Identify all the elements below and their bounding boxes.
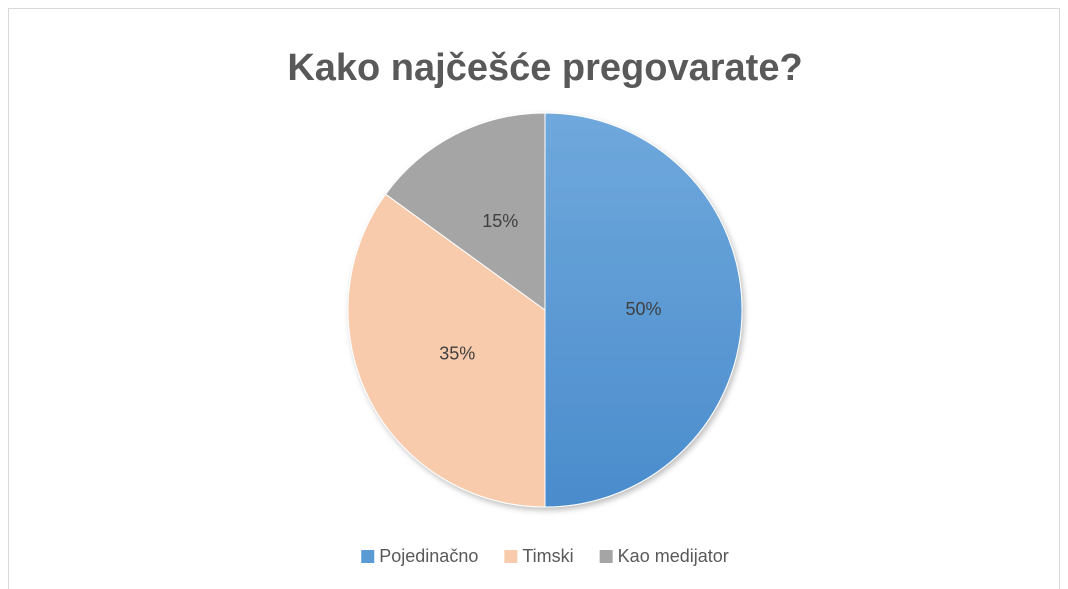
data-label: 35% (439, 343, 475, 363)
legend-label: Pojedinačno (379, 546, 478, 566)
legend-label: Timski (522, 546, 573, 566)
legend: Pojedinačno Timski Kao medijator (361, 546, 729, 566)
data-label: 15% (482, 211, 518, 231)
pie-slice (384, 112, 546, 311)
pie-slice (544, 112, 743, 508)
chart-title: Kako najčešće pregovarate? (287, 47, 802, 89)
legend-swatch (361, 550, 375, 563)
legend-swatch (504, 550, 518, 563)
legend-label: Kao medijator (618, 546, 729, 566)
pie (347, 112, 743, 508)
legend-swatch (599, 550, 613, 563)
data-label: 50% (625, 299, 661, 319)
pie-slice (347, 193, 546, 508)
